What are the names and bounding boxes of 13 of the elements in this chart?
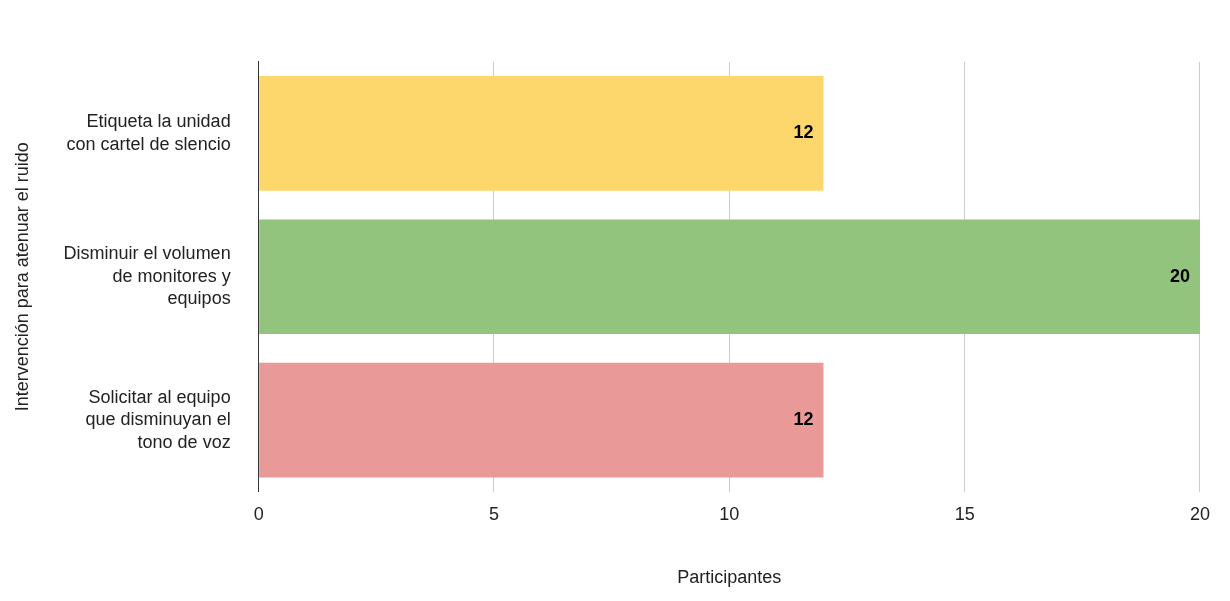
x-tick-label: 5: [488, 503, 499, 524]
x-tick-label: 20: [1189, 503, 1210, 524]
data-label: 20: [1169, 265, 1190, 286]
y-axis-title: Intervención para atenuar el ruido: [11, 142, 32, 412]
x-tick-label: 15: [954, 503, 975, 524]
y-tick-label: Solicitar al equipo que disminuyan el tono de voz: [85, 386, 231, 452]
y-tick-label: Disminuir el volumen de monitores y equipos: [63, 243, 231, 309]
y-tick-label: Etiqueta la unidad con cartel de slencio: [66, 111, 231, 154]
x-tick-label: 0: [253, 503, 264, 524]
x-axis-title: Participantes: [677, 567, 782, 588]
data-label: 12: [793, 409, 814, 430]
x-tick-label: 10: [719, 503, 740, 524]
data-label: 12: [793, 122, 814, 143]
